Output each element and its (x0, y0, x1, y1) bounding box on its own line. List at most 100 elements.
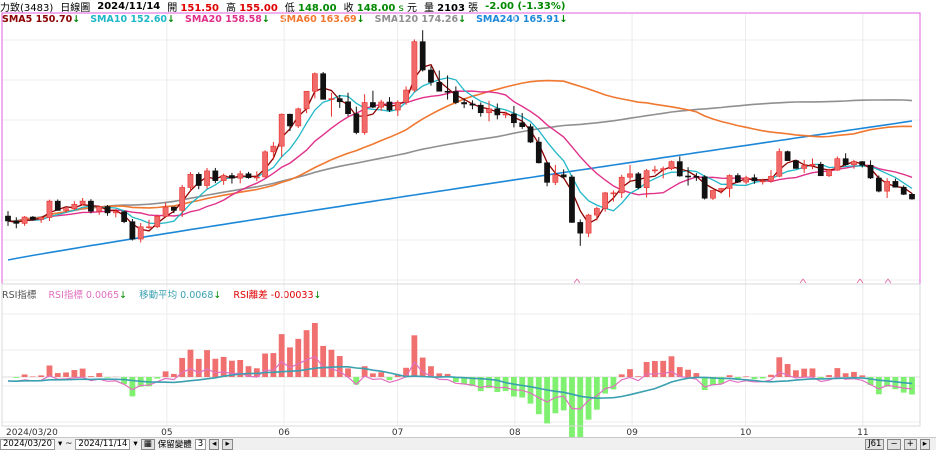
candle (594, 207, 599, 221)
x-tick-label: 08 (509, 428, 521, 437)
candle (221, 174, 226, 185)
candle-body (122, 212, 127, 222)
rsi-histogram-bar (909, 377, 915, 394)
decrement-button[interactable]: ◂ (209, 439, 219, 450)
candle (528, 124, 533, 143)
candle (105, 205, 110, 216)
sma5-line (8, 65, 912, 231)
rsi-histogram-bar (353, 377, 359, 385)
zoom-out-icon[interactable]: − (887, 439, 900, 450)
candle (122, 211, 127, 223)
from-date-field[interactable]: 2024/03/20 (0, 439, 55, 450)
chevron-down-icon[interactable]: ▾ (133, 439, 137, 449)
candle (826, 169, 831, 177)
candle (868, 160, 873, 179)
candle (72, 201, 77, 210)
candle-body (744, 178, 749, 182)
zoom-level-button[interactable]: J61 (865, 439, 884, 450)
rsi-histogram-bar (55, 373, 61, 377)
candle-body (204, 171, 209, 186)
candle (14, 217, 19, 228)
rsi-histogram-bar (163, 371, 169, 377)
rsi-histogram-bar (88, 376, 94, 377)
rsi-histogram-bar (287, 347, 293, 377)
increment-button[interactable]: ▸ (222, 439, 232, 450)
rsi-panel-frame (2, 284, 920, 426)
rsi-histogram-bar (96, 373, 102, 377)
candle-body (478, 105, 483, 113)
candle-body (760, 181, 765, 182)
candle-body (180, 187, 185, 210)
candle (321, 72, 326, 100)
candle-body (97, 207, 102, 212)
zoom-in-icon[interactable]: + (904, 439, 917, 450)
candle-body (196, 174, 201, 185)
rsi-histogram-bar (727, 375, 733, 377)
candle-body (345, 102, 350, 114)
candle-body (868, 165, 873, 178)
candle (55, 199, 60, 210)
candle-body (569, 177, 574, 222)
candle-body (88, 201, 93, 211)
candle-body (793, 161, 798, 169)
sma60-line (8, 81, 912, 222)
candle-body (644, 171, 649, 188)
candle-body (818, 164, 823, 175)
candle-body (545, 163, 550, 183)
candle (453, 86, 458, 104)
candle-body (362, 102, 367, 132)
candle-body (702, 177, 707, 198)
candle-body (30, 217, 35, 219)
candle-body (851, 162, 856, 165)
rsi-histogram-bar (561, 377, 567, 410)
rsi-histogram-bar (511, 377, 517, 397)
rsi-histogram-bar (818, 377, 824, 378)
candle-body (304, 91, 309, 109)
rsi-histogram-bar (619, 374, 625, 377)
candle (669, 161, 674, 171)
candle (478, 102, 483, 116)
to-date-field[interactable]: 2024/11/14 (75, 439, 130, 450)
rsi-histogram-bar (171, 374, 177, 377)
rsi-histogram-bar (810, 368, 816, 377)
scroll-right-icon[interactable]: ▸ (920, 439, 930, 450)
rsi-histogram-bar (22, 374, 28, 377)
candle (180, 185, 185, 217)
candle-body (229, 176, 234, 179)
candle (694, 173, 699, 181)
chevron-down-icon[interactable]: ▾ (58, 439, 62, 449)
candle-body (520, 123, 525, 127)
rsi-histogram-bar (30, 376, 36, 377)
candle-body (412, 42, 417, 90)
rsi-histogram-bar (826, 375, 832, 377)
candle (686, 167, 691, 185)
rsi-histogram-bar (760, 377, 766, 379)
candle-body (810, 164, 815, 165)
rsi-histogram-bar (320, 346, 326, 377)
candle (229, 173, 234, 184)
candle (362, 94, 367, 135)
candle-body (901, 187, 906, 194)
rsi-histogram-bar (411, 335, 417, 377)
candle (843, 153, 848, 165)
rsi-histogram-bar (569, 377, 575, 437)
rsi-histogram-bar (801, 369, 807, 377)
candle (39, 217, 44, 223)
candle-body (710, 190, 715, 198)
candle-body (246, 174, 251, 178)
candle (204, 168, 209, 189)
retain-variant-input[interactable]: 3 (195, 439, 206, 450)
candle-body (279, 114, 284, 146)
candle-body (163, 207, 168, 216)
x-tick-label: 10 (740, 428, 752, 437)
candle (586, 214, 591, 237)
candle-body (80, 201, 85, 204)
candle (329, 93, 334, 117)
rsi-histogram-bar (378, 372, 384, 377)
candle (296, 108, 301, 128)
rsi-histogram-bar (627, 369, 633, 377)
rsi-histogram-bar (669, 356, 675, 377)
calendar-icon[interactable]: ▦ (141, 439, 155, 450)
candle-body (835, 159, 840, 170)
